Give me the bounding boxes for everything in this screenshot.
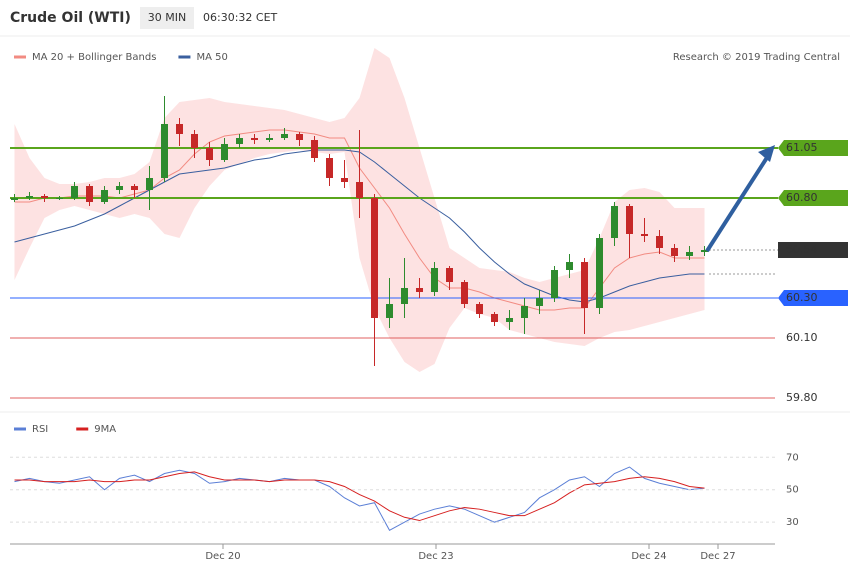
candle-body: [656, 236, 663, 248]
candle-body: [386, 304, 393, 318]
level-label: 60.30: [786, 291, 818, 304]
candle-body: [296, 134, 303, 140]
candle-body: [371, 198, 378, 318]
candle-body: [176, 124, 183, 134]
candle-body: [311, 140, 318, 158]
candle-body: [566, 262, 573, 270]
level-box: [778, 290, 848, 306]
source: Research © 2019 Trading Central: [673, 52, 840, 63]
candle-body: [671, 248, 678, 256]
candle-body: [161, 124, 168, 178]
candle-body: [446, 268, 453, 282]
candle-body: [41, 196, 48, 198]
legend-label: 9MA: [94, 424, 116, 435]
rsi-line: [14, 471, 705, 522]
candle-body: [521, 306, 528, 318]
candle-body: [86, 186, 93, 202]
rsi-tick-label: 70: [786, 452, 799, 463]
level-label: 61.05: [786, 141, 818, 154]
level-box: [778, 140, 848, 156]
level-label: 60.54: [786, 243, 818, 256]
candle-body: [146, 178, 153, 190]
candle-body: [71, 186, 78, 198]
candle-body: [641, 234, 648, 236]
x-tick-label: Dec 24: [631, 551, 666, 562]
candle-body: [191, 134, 198, 148]
candle-body: [626, 206, 633, 234]
candle-body: [596, 238, 603, 308]
candle-body: [131, 186, 138, 190]
level-box: [778, 190, 848, 206]
x-tick-label: Dec 23: [418, 551, 453, 562]
level-label: 60.80: [786, 191, 818, 204]
forecast-arrow: [705, 154, 770, 253]
legend-label: MA 20 + Bollinger Bands: [32, 52, 156, 63]
x-tick-label: Dec 27: [700, 551, 735, 562]
rsi-line: [14, 466, 705, 531]
candle-body: [236, 138, 243, 144]
candle-body: [461, 282, 468, 304]
chart-title: Crude Oil (WTI): [10, 10, 131, 26]
candle-body: [206, 148, 213, 160]
candle-body: [221, 144, 228, 160]
candle-body: [431, 268, 438, 292]
candle-body: [101, 190, 108, 202]
rsi-tick-label: 30: [786, 517, 799, 528]
candle-body: [536, 298, 543, 306]
candle-body: [581, 262, 588, 308]
candle-body: [326, 158, 333, 178]
level-label: 59.80: [786, 391, 818, 404]
legend-label: RSI: [32, 424, 48, 435]
candle-body: [686, 252, 693, 256]
candle-body: [251, 138, 258, 140]
candle-body: [341, 178, 348, 182]
candle-body: [701, 250, 708, 252]
x-tick-label: Dec 20: [205, 551, 240, 562]
candle-body: [26, 196, 33, 198]
candle-body: [266, 138, 273, 140]
candle-body: [11, 198, 18, 200]
legend-label: MA 50: [196, 52, 227, 63]
rsi-tick-label: 50: [786, 485, 799, 496]
plot-layer: 61.05 60.80 60.54 60.30 60.10 59.80: [10, 48, 848, 531]
candle-body: [416, 288, 423, 292]
candle-body: [491, 314, 498, 322]
timeframe: 30 MIN: [148, 11, 186, 24]
candle-body: [116, 186, 123, 190]
arrow-head: [758, 145, 775, 162]
level-label: 60.10: [786, 331, 818, 344]
candle-body: [551, 270, 558, 298]
candle-body: [356, 182, 363, 198]
time: 06:30:32 CET: [203, 11, 278, 24]
level-box: [778, 242, 848, 258]
candle-body: [56, 198, 63, 199]
candle-body: [476, 304, 483, 314]
timeframe-box: [140, 7, 194, 29]
candle-body: [611, 206, 618, 238]
candle-body: [401, 288, 408, 304]
candle-body: [281, 134, 288, 138]
candle-body: [506, 318, 513, 322]
